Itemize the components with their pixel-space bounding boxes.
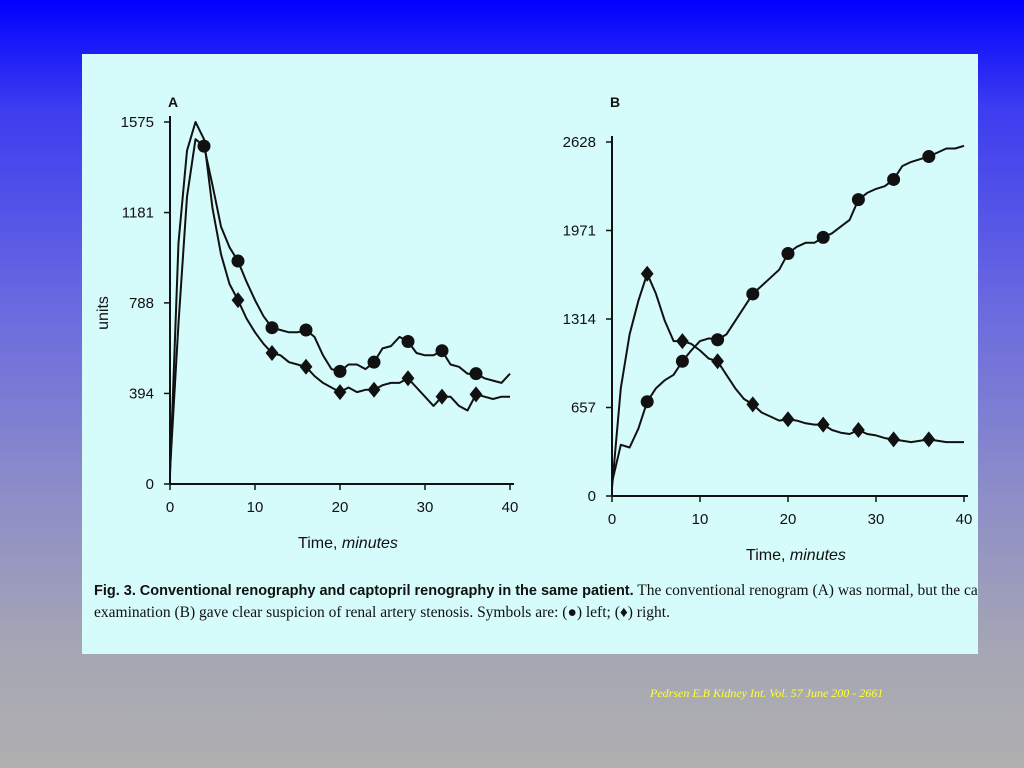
diamond-marker	[816, 416, 830, 433]
circle-marker	[265, 321, 279, 335]
caption-line1-rest: The conventional renogram (A) was normal…	[637, 582, 978, 599]
circle-marker	[851, 193, 865, 207]
circle-marker	[401, 334, 415, 348]
circle-marker	[640, 395, 654, 409]
series-line-diamond	[169, 121, 510, 475]
x-tick-label: 20	[780, 511, 797, 528]
diamond-marker	[852, 421, 865, 438]
x-tick-label: 0	[166, 499, 174, 516]
x-tick-label: 10	[692, 511, 709, 528]
panel-letter-b: B	[610, 94, 620, 110]
circle-marker	[367, 355, 381, 369]
y-tick-label: 657	[571, 400, 596, 417]
series-line-circle	[169, 138, 511, 471]
chart-panel-b: B 0 10 20 30 40 0 657 1314 1971 2628 Time, minutes	[563, 94, 973, 564]
caption-fig-label: Fig. 3.	[94, 583, 136, 599]
x-axis-title-unit: minutes	[342, 535, 398, 552]
x-tick-label: 0	[608, 511, 616, 528]
chart-panel-a: A 0 10 20 30 40 0 394 788 1181 1575 Time, minutes un…	[95, 94, 518, 552]
diamond-marker	[640, 265, 654, 282]
y-axis-title: units	[95, 296, 112, 330]
y-tick-label: 1181	[122, 205, 154, 222]
diamond-marker	[469, 386, 483, 403]
figure-panel: A 0 10 20 30 40 0 394 788 1181 1575 Time, minutes un…	[82, 54, 978, 654]
circle-marker	[922, 150, 936, 164]
y-tick-label: 0	[146, 476, 154, 493]
circle-marker	[781, 247, 795, 261]
caption-line-2: examination (B) gave clear suspicion of …	[94, 604, 670, 621]
diamond-marker	[333, 384, 347, 401]
diamond-marker	[711, 353, 724, 370]
circle-marker	[231, 254, 245, 268]
diamond-marker	[746, 396, 760, 413]
y-tick-label: 1971	[563, 223, 596, 240]
diamond-marker	[401, 370, 415, 387]
circle-marker	[435, 344, 449, 358]
x-tick-label: 30	[417, 499, 434, 516]
x-axis-title: Time, minutes	[298, 535, 398, 552]
x-tick-label: 20	[332, 499, 349, 516]
diamond-marker	[676, 333, 689, 350]
circle-marker	[675, 354, 689, 368]
x-tick-label: 30	[868, 511, 885, 528]
figure-caption: Fig. 3. Conventional renography and capt…	[94, 580, 978, 624]
y-tick-label: 394	[129, 385, 154, 402]
y-tick-label: 1314	[563, 311, 596, 328]
circle-marker	[333, 364, 347, 378]
renography-charts: A 0 10 20 30 40 0 394 788 1181 1575 Time, minutes un…	[95, 94, 973, 564]
circle-marker	[469, 367, 483, 381]
circle-marker	[299, 323, 313, 337]
y-tick-label: 788	[129, 295, 154, 312]
diamond-marker	[367, 381, 381, 398]
x-tick-label: 40	[956, 511, 973, 528]
diamond-marker	[435, 388, 449, 405]
circle-marker	[711, 333, 725, 347]
x-axis-title: Time, minutes	[746, 547, 846, 564]
circle-marker	[887, 172, 901, 186]
circle-marker	[746, 287, 760, 301]
panel-letter-a: A	[168, 94, 178, 110]
caption-line-1: Fig. 3. Conventional renography and capt…	[94, 580, 978, 602]
x-tick-label: 40	[502, 499, 519, 516]
x-axis-title-unit: minutes	[790, 547, 846, 564]
y-tick-label: 2628	[563, 134, 596, 151]
diamond-marker	[231, 292, 245, 309]
diamond-marker	[781, 411, 795, 428]
y-tick-label: 0	[588, 488, 596, 505]
diamond-marker	[922, 431, 936, 448]
y-tick-label: 1575	[121, 114, 154, 131]
diamond-marker	[887, 431, 900, 448]
citation-text: Pedrsen E.B Kidney Int. Vol. 57 June 200…	[650, 686, 884, 700]
circle-marker	[816, 230, 830, 244]
caption-title: Conventional renography and captopril re…	[139, 583, 634, 599]
series-line-circle	[611, 144, 965, 483]
x-tick-label: 10	[247, 499, 264, 516]
